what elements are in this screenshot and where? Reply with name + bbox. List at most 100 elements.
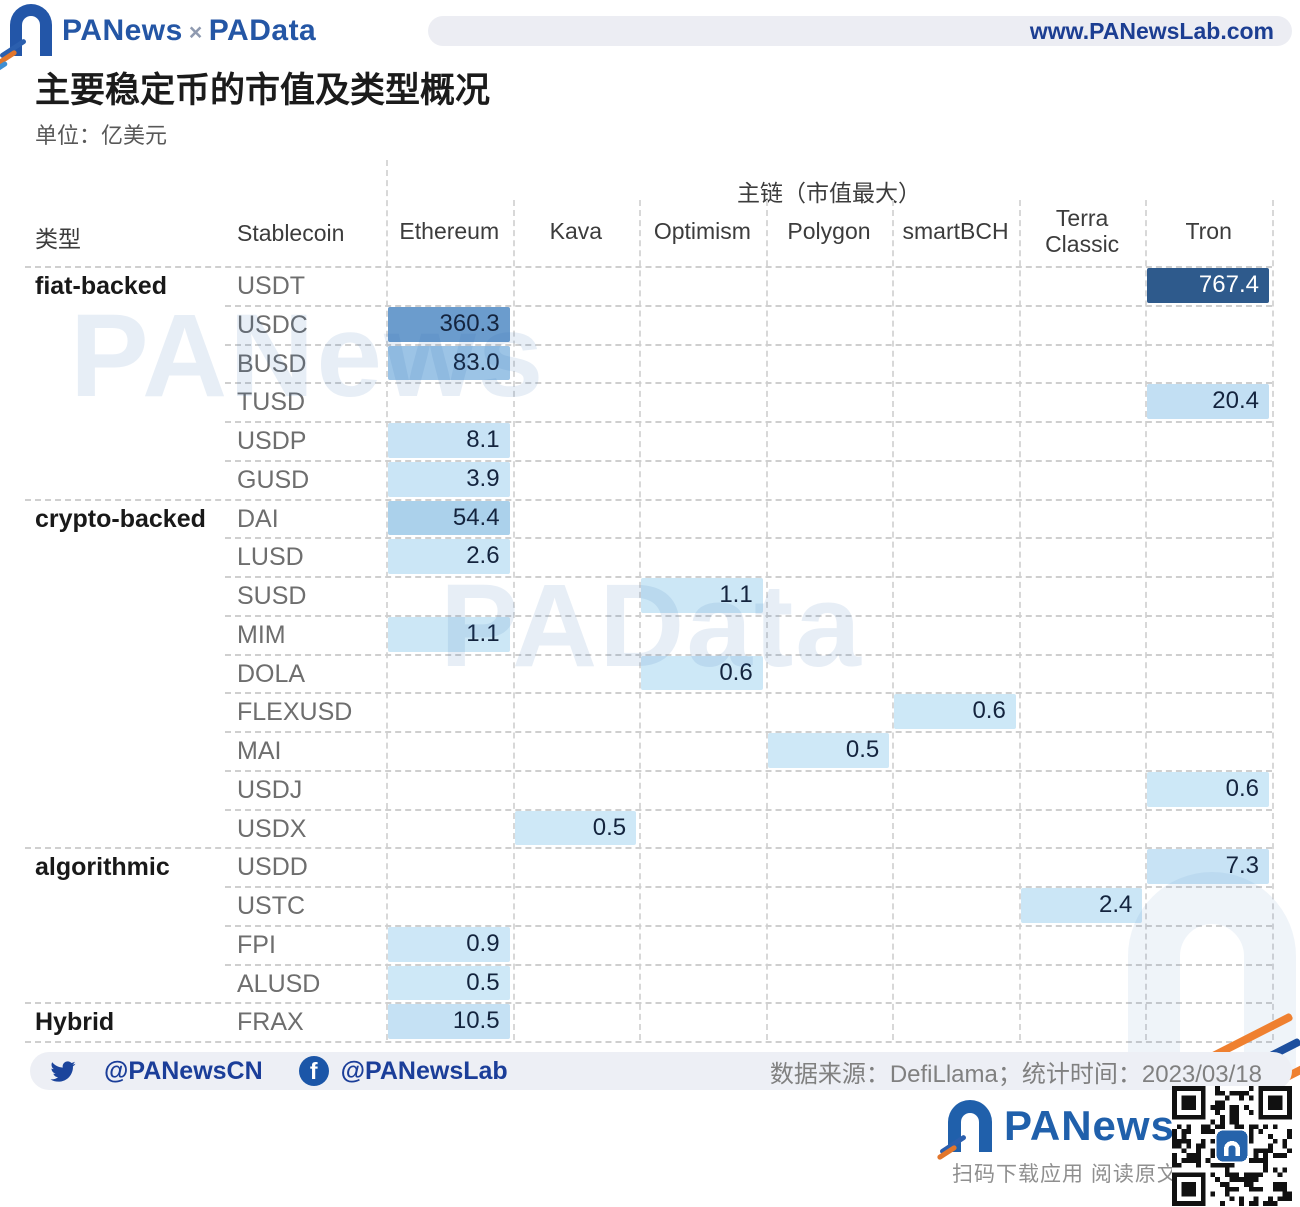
cell-value: 7.3: [1225, 852, 1259, 880]
row-divider: [225, 769, 1272, 772]
chain-header: Ethereum: [399, 217, 500, 244]
type-column-header: 类型: [35, 226, 81, 252]
value-cell: 20.4: [1147, 384, 1269, 419]
row-divider: [225, 963, 1272, 966]
row-divider: [225, 614, 1272, 617]
chain-header: Kava: [549, 217, 603, 244]
footer-brand-name: PANews: [1004, 1102, 1175, 1149]
column-divider: [386, 160, 388, 1040]
column-divider: [512, 200, 515, 1040]
brand-panews: PANews: [62, 14, 183, 47]
stablecoin-label: TUSD: [237, 388, 306, 417]
value-cell: 8.1: [388, 423, 510, 458]
cell-value: 1.1: [719, 581, 753, 608]
type-group-label: Hybrid: [35, 1008, 115, 1037]
column-divider: [765, 200, 768, 1040]
cell-value: 0.6: [972, 697, 1006, 725]
value-cell: 54.4: [388, 500, 510, 536]
row-divider: [225, 731, 1272, 733]
cell-value: 2.6: [466, 542, 500, 570]
value-cell: 0.5: [514, 810, 637, 846]
stablecoin-label: USTC: [237, 892, 306, 920]
table-bottom-divider: [25, 1041, 1272, 1043]
chain-header: Optimism: [653, 217, 751, 244]
value-cell: 360.3: [388, 306, 510, 342]
row-divider: [225, 459, 1272, 462]
cell-value: 8.1: [466, 426, 500, 453]
row-divider: [225, 576, 1272, 578]
stablecoin-label: USDD: [237, 853, 308, 882]
row-divider: [25, 847, 1272, 850]
value-cell: 0.6: [641, 655, 763, 691]
row-divider: [25, 498, 1272, 501]
stablecoin-label: MIM: [237, 620, 286, 649]
cell-value: 83.0: [452, 348, 500, 376]
stablecoin-label: GUSD: [237, 465, 310, 494]
logo-stripe-icon: [0, 60, 9, 73]
stablecoin-table: 主链（市值最大） 类型 Stablecoin Ethereum Kava Optim…: [25, 160, 1274, 1043]
type-group-label: algorithmic: [35, 853, 170, 882]
chain-header: Terra Classic: [1045, 204, 1120, 257]
value-cell: 83.0: [388, 345, 510, 381]
value-cell: 0.6: [894, 694, 1016, 729]
stablecoin-label: USDC: [237, 310, 308, 339]
stablecoin-label: USDT: [237, 272, 306, 300]
qr-code: [1172, 1086, 1292, 1206]
row-divider: [25, 1002, 1272, 1005]
site-url-link[interactable]: www.PANewsLab.com: [1029, 17, 1274, 44]
panews-logo-icon: [10, 4, 52, 56]
cell-value: 0.6: [1225, 774, 1259, 802]
footer-bar: @PANewsCN f @PANewsLab 数据来源：DefiLlama；统计…: [30, 1052, 1292, 1090]
stablecoin-label: ALUSD: [237, 969, 321, 998]
stablecoin-label: DOLA: [237, 659, 306, 688]
row-divider: [225, 653, 1272, 656]
column-divider: [1145, 200, 1148, 1040]
facebook-handle[interactable]: @PANewsLab: [340, 1056, 508, 1085]
chain-header: Tron: [1185, 217, 1232, 244]
type-group-label: crypto-backed: [35, 504, 206, 533]
value-cell: 0.5: [767, 733, 890, 768]
stablecoin-label: LUSD: [237, 543, 304, 572]
type-group-label: fiat-backed: [35, 272, 167, 300]
column-divider: [1271, 200, 1274, 1040]
value-cell: 0.6: [1147, 771, 1269, 807]
value-cell: 0.9: [388, 926, 510, 962]
cell-value: 767.4: [1198, 271, 1259, 298]
page-title: 主要稳定币的市值及类型概况: [35, 71, 491, 110]
stablecoin-label: USDJ: [237, 775, 303, 804]
row-divider: [225, 537, 1272, 540]
cell-value: 3.9: [466, 464, 500, 492]
panews-logo-icon: [948, 1100, 992, 1152]
qr-caption: 扫码下载应用 阅读原文: [952, 1163, 1179, 1186]
value-cell: 2.6: [388, 539, 510, 574]
cell-value: 360.3: [439, 309, 500, 337]
stablecoin-label: FRAX: [237, 1008, 304, 1037]
row-divider: [225, 924, 1272, 927]
value-cell: 10.5: [388, 1004, 510, 1039]
stablecoin-label: MAI: [237, 737, 282, 765]
column-divider: [1018, 200, 1021, 1040]
row-divider: [225, 304, 1272, 307]
facebook-letter: f: [309, 1057, 318, 1084]
row-divider: [225, 886, 1272, 888]
chain-header: Polygon: [787, 217, 871, 244]
value-cell: 3.9: [388, 461, 510, 497]
cell-value: 0.5: [592, 813, 627, 841]
data-source-line: 数据来源：DefiLlama；统计时间：2023/03/18: [769, 1060, 1262, 1088]
cell-value: 2.4: [1099, 891, 1133, 918]
brand-wordmark: PANews × PAData: [62, 14, 316, 48]
value-cell: 2.4: [1020, 888, 1143, 923]
stablecoin-label: SUSD: [237, 582, 307, 610]
facebook-icon: f: [298, 1056, 329, 1086]
column-divider: [639, 200, 642, 1040]
value-cell: 0.5: [388, 965, 510, 1001]
value-cell: 767.4: [1147, 268, 1269, 303]
twitter-icon: [50, 1060, 76, 1082]
cell-value: 0.6: [719, 658, 753, 686]
stablecoin-label: USDP: [237, 427, 307, 455]
chain-header: smartBCH: [902, 217, 1009, 244]
header-divider: [25, 266, 1272, 268]
cell-value: 0.5: [845, 736, 880, 763]
cell-value: 54.4: [452, 503, 500, 531]
twitter-handle[interactable]: @PANewsCN: [104, 1056, 263, 1085]
